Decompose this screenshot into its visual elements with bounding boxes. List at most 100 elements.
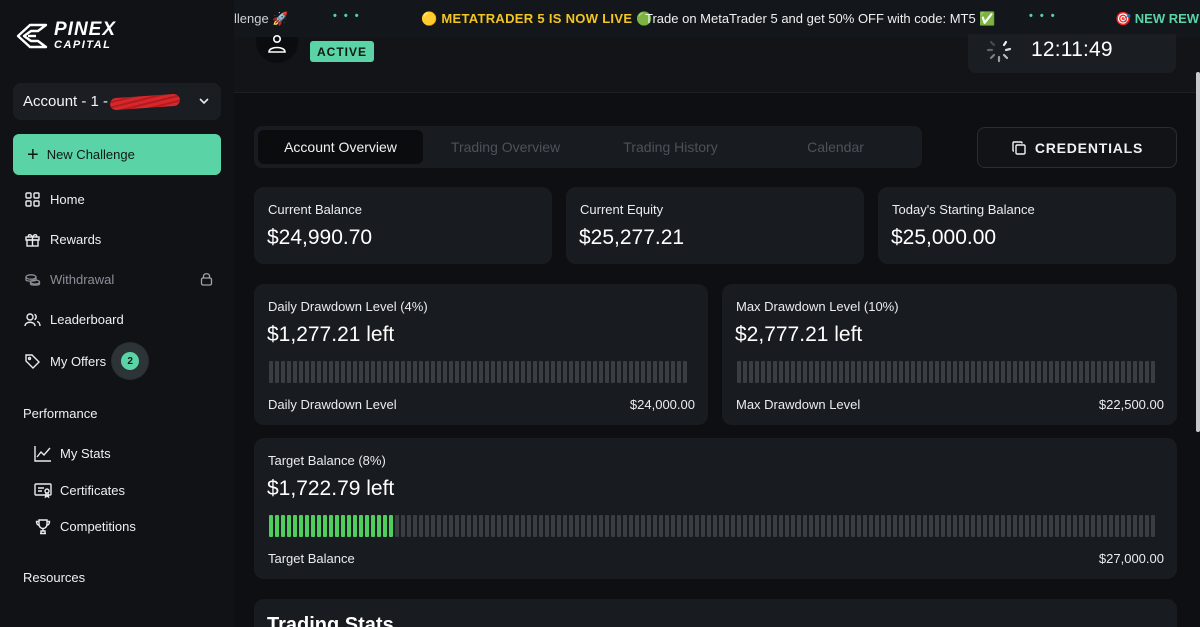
progress-segment <box>845 361 849 383</box>
sidebar-item-home[interactable]: Home <box>24 191 85 208</box>
progress-segment <box>773 515 777 537</box>
coins-icon <box>25 274 41 286</box>
progress-segment <box>1001 515 1005 537</box>
progress-segment <box>281 361 285 383</box>
progress-segment <box>1073 515 1077 537</box>
progress-segment <box>773 361 777 383</box>
progress-segment <box>767 361 771 383</box>
progress-segment <box>749 361 753 383</box>
account-select[interactable]: Account - 1 - <box>13 83 221 120</box>
progress-segment <box>893 361 897 383</box>
progress-segment <box>767 515 771 537</box>
progress-segment <box>827 361 831 383</box>
progress-segment <box>581 361 585 383</box>
progress-segment <box>1073 361 1077 383</box>
user-icon <box>268 35 286 53</box>
progress-segment <box>305 515 309 537</box>
sidebar-item-my-offers[interactable]: My Offers 2 <box>24 352 140 370</box>
progress-segment <box>683 515 687 537</box>
sidebar-item-my-stats[interactable]: My Stats <box>34 445 111 462</box>
status-badge: ACTIVE <box>310 41 374 62</box>
progress-segment <box>269 515 273 537</box>
progress-segment <box>341 361 345 383</box>
progress-segment <box>437 515 441 537</box>
sidebar-item-label: Certificates <box>60 483 126 498</box>
sidebar-item-label: Rewards <box>50 232 102 247</box>
progress-segment <box>1091 515 1095 537</box>
progress-segment <box>377 515 381 537</box>
progress-segment <box>371 361 375 383</box>
grid-icon <box>25 192 40 207</box>
progress-segment <box>761 515 765 537</box>
progress-segment <box>959 361 963 383</box>
progress-segment <box>815 361 819 383</box>
progress-segment <box>779 361 783 383</box>
progress-segment <box>845 515 849 537</box>
progress-segment <box>1019 361 1023 383</box>
sidebar-item-withdrawal[interactable]: Withdrawal <box>24 271 114 288</box>
progress-segment <box>965 361 969 383</box>
offers-count-badge: 2 <box>121 352 140 370</box>
progress-segment <box>635 361 639 383</box>
progress-segment <box>617 515 621 537</box>
clock-widget: 12:11:49 <box>968 34 1176 73</box>
progress-segment <box>551 361 555 383</box>
progress-segment <box>899 515 903 537</box>
tab-trading-history[interactable]: Trading History <box>623 139 718 155</box>
progress-segment <box>947 361 951 383</box>
progress-segment <box>497 361 501 383</box>
ticker-fragment-right: 🎯 NEW REW <box>1115 11 1200 26</box>
progress-segment <box>1013 361 1017 383</box>
ticker-dots: ••• <box>333 10 366 22</box>
progress-segment <box>677 361 681 383</box>
progress-segment <box>311 361 315 383</box>
progress-segment <box>341 515 345 537</box>
sidebar-item-competitions[interactable]: Competitions <box>34 518 136 535</box>
tab-calendar[interactable]: Calendar <box>807 139 864 155</box>
progress-segment <box>449 515 453 537</box>
sidebar-item-label: Home <box>50 192 85 207</box>
tab-trading-overview[interactable]: Trading Overview <box>450 139 561 155</box>
progress-segment <box>869 515 873 537</box>
ticker-headline: 🟡 METATRADER 5 IS NOW LIVE 🟢 <box>421 11 653 26</box>
tab-account-overview[interactable]: Account Overview <box>258 130 423 164</box>
scrollbar[interactable] <box>1196 72 1200 432</box>
progress-segment <box>275 515 279 537</box>
progress-segment <box>581 515 585 537</box>
progress-segment <box>545 361 549 383</box>
progress-segment <box>821 515 825 537</box>
progress-segment <box>977 515 981 537</box>
sidebar-item-certificates[interactable]: Certificates <box>34 482 125 499</box>
sidebar-item-rewards[interactable]: Rewards <box>24 231 101 248</box>
progress-segment <box>899 361 903 383</box>
progress-segment <box>683 361 687 383</box>
card-label: Daily Drawdown Level (4%) <box>268 299 428 314</box>
progress-segment <box>809 515 813 537</box>
progress-segment <box>659 361 663 383</box>
progress-segment <box>1091 361 1095 383</box>
logo-text: PINEX CAPITAL <box>54 20 116 51</box>
trading-stats-title: Trading Stats <box>267 614 394 627</box>
credentials-button[interactable]: CREDENTIALS <box>977 127 1177 168</box>
sidebar-item-leaderboard[interactable]: Leaderboard <box>24 311 124 328</box>
progress-segment <box>857 515 861 537</box>
progress-segment <box>815 515 819 537</box>
progress-segment <box>863 361 867 383</box>
progress-segment <box>1049 515 1053 537</box>
progress-segment <box>395 361 399 383</box>
progress-segment <box>533 361 537 383</box>
progress-segment <box>641 361 645 383</box>
progress-segment <box>623 515 627 537</box>
progress-segment <box>515 515 519 537</box>
sidebar-item-label: Withdrawal <box>50 272 115 287</box>
brand-logo[interactable]: PINEX CAPITAL <box>16 20 116 51</box>
progress-segment <box>923 361 927 383</box>
progress-segment <box>989 361 993 383</box>
new-challenge-button[interactable]: + New Challenge <box>13 134 221 175</box>
progress-segment <box>1133 515 1137 537</box>
card-label: Max Drawdown Level (10%) <box>736 299 899 314</box>
progress-segment <box>611 515 615 537</box>
max-drawdown-card: Max Drawdown Level (10%) $2,777.21 left … <box>722 284 1177 425</box>
progress-segment <box>395 515 399 537</box>
clock-time: 12:11:49 <box>1031 38 1113 61</box>
